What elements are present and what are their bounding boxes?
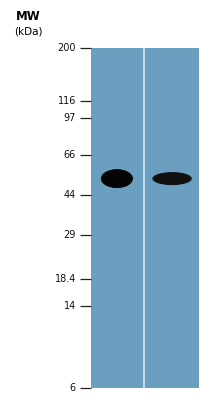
Ellipse shape [103, 170, 131, 187]
Ellipse shape [102, 170, 131, 187]
Ellipse shape [157, 173, 188, 184]
Ellipse shape [105, 171, 129, 186]
Ellipse shape [159, 174, 185, 183]
Ellipse shape [101, 170, 133, 188]
Ellipse shape [156, 173, 188, 184]
Ellipse shape [101, 169, 133, 188]
Ellipse shape [159, 174, 186, 184]
Bar [91, 48, 199, 388]
Ellipse shape [104, 171, 130, 186]
Ellipse shape [102, 170, 132, 188]
Ellipse shape [106, 172, 127, 185]
Ellipse shape [106, 172, 128, 186]
Ellipse shape [158, 174, 187, 184]
Ellipse shape [154, 172, 190, 185]
Ellipse shape [153, 172, 191, 185]
Ellipse shape [104, 171, 130, 186]
Ellipse shape [108, 172, 126, 185]
Ellipse shape [108, 173, 126, 184]
Text: 116: 116 [58, 96, 76, 106]
Text: 29: 29 [64, 230, 76, 240]
Ellipse shape [109, 173, 125, 184]
Ellipse shape [159, 174, 185, 183]
Ellipse shape [106, 172, 128, 186]
Bar [143, 48, 145, 388]
Text: (kDa): (kDa) [14, 26, 42, 36]
Ellipse shape [154, 173, 190, 184]
Ellipse shape [160, 174, 184, 183]
Ellipse shape [103, 170, 131, 187]
Text: 14: 14 [64, 301, 76, 311]
Text: 200: 200 [58, 43, 76, 53]
Text: 18.4: 18.4 [55, 274, 76, 284]
Text: MW: MW [16, 10, 40, 23]
Ellipse shape [155, 173, 189, 184]
Ellipse shape [152, 172, 192, 185]
Ellipse shape [161, 174, 183, 183]
Ellipse shape [103, 170, 130, 187]
Text: 6: 6 [70, 383, 76, 393]
Ellipse shape [153, 172, 192, 185]
Ellipse shape [157, 174, 187, 184]
Ellipse shape [153, 172, 191, 185]
Ellipse shape [161, 174, 183, 183]
Ellipse shape [105, 171, 129, 186]
Ellipse shape [109, 173, 125, 184]
Ellipse shape [160, 174, 184, 183]
Ellipse shape [158, 174, 186, 184]
Text: 44: 44 [64, 190, 76, 200]
Ellipse shape [155, 173, 189, 184]
Ellipse shape [108, 172, 126, 185]
Ellipse shape [156, 173, 188, 184]
Ellipse shape [162, 175, 182, 182]
Text: 66: 66 [64, 150, 76, 160]
Ellipse shape [107, 172, 127, 185]
Ellipse shape [107, 172, 127, 185]
Text: 97: 97 [64, 113, 76, 123]
Ellipse shape [105, 171, 128, 186]
Ellipse shape [102, 170, 132, 188]
